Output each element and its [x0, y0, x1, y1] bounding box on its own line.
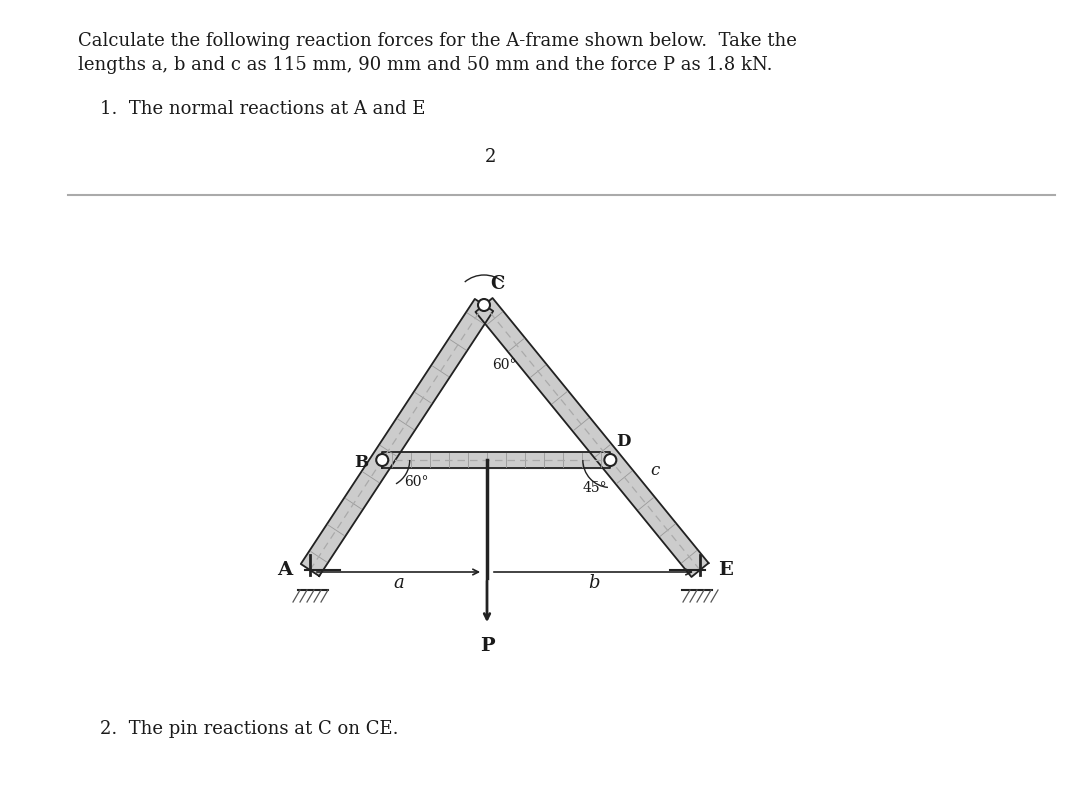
Text: 1.  The normal reactions at A and E: 1. The normal reactions at A and E	[100, 100, 426, 118]
Text: C: C	[490, 275, 504, 293]
Text: b: b	[588, 574, 599, 592]
Text: D: D	[617, 433, 631, 450]
Text: 2.  The pin reactions at C on CE.: 2. The pin reactions at C on CE.	[100, 720, 399, 738]
Text: 60°: 60°	[404, 475, 429, 489]
Text: lengths a, b and c as 115 mm, 90 mm and 50 mm and the force P as 1.8 kN.: lengths a, b and c as 115 mm, 90 mm and …	[78, 56, 772, 74]
Text: c: c	[650, 461, 660, 478]
Text: 2: 2	[484, 148, 496, 166]
Text: 60°: 60°	[492, 358, 516, 372]
Text: A: A	[276, 561, 292, 579]
Polygon shape	[475, 298, 708, 577]
Polygon shape	[301, 299, 494, 576]
Polygon shape	[382, 452, 610, 468]
Text: a: a	[393, 574, 404, 592]
Circle shape	[478, 299, 490, 311]
Text: P: P	[480, 637, 495, 655]
Text: E: E	[718, 561, 733, 579]
Circle shape	[605, 454, 617, 466]
Circle shape	[376, 454, 388, 466]
Text: 45°: 45°	[583, 481, 608, 495]
Text: Calculate the following reaction forces for the A-frame shown below.  Take the: Calculate the following reaction forces …	[78, 32, 797, 50]
Text: B: B	[354, 453, 368, 470]
